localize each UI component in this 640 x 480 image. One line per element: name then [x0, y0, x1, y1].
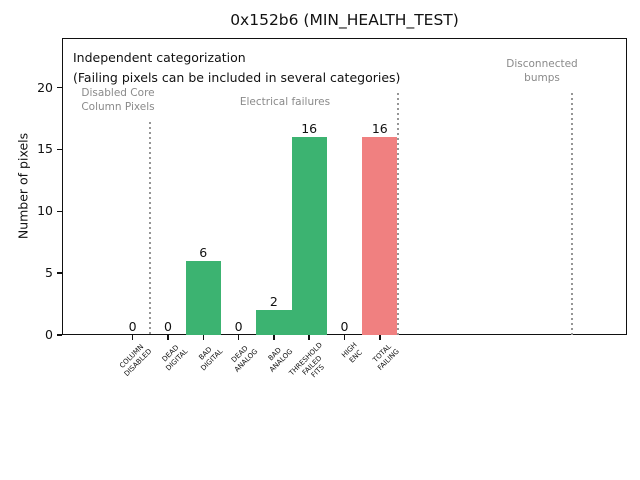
y-tick-mark	[57, 148, 62, 151]
x-tick-mark	[167, 335, 169, 340]
y-tick-label: 10	[37, 203, 53, 219]
bar-value-label: 0	[163, 319, 172, 334]
y-tick-mark	[57, 86, 62, 89]
bar-value-label: 0	[128, 319, 137, 334]
plot-area	[62, 38, 627, 335]
x-tick-mark	[202, 335, 204, 340]
bar-value-label: 2	[269, 294, 278, 310]
x-tick-mark	[273, 335, 275, 340]
multi-category-note: (Failing pixels can be included in sever…	[73, 70, 401, 85]
bar-value-label: 6	[199, 244, 208, 260]
x-tick-label: TOTAL FAILING	[371, 342, 401, 372]
chart-title: 0x152b6 (MIN_HEALTH_TEST)	[230, 11, 459, 29]
bar-value-label: 0	[234, 319, 243, 334]
section-divider	[396, 93, 399, 335]
y-tick-mark	[57, 272, 62, 274]
section-electrical-failures: Electrical failures	[239, 96, 331, 108]
y-tick-mark	[57, 210, 62, 212]
x-tick-mark	[379, 335, 381, 340]
y-tick-label: 15	[37, 141, 53, 157]
x-tick-mark	[237, 335, 240, 340]
x-tick-mark	[131, 335, 134, 340]
bar-value-label: 16	[301, 121, 318, 136]
bar-value-label: 0	[340, 319, 349, 334]
y-tick-label: 0	[45, 327, 53, 342]
section-divider	[149, 122, 151, 335]
x-tick-label: DEAD ANALOG	[230, 344, 260, 374]
bar	[291, 137, 327, 335]
x-tick-label: COLUMN DISABLED	[118, 342, 154, 378]
x-tick-label: THRESHOLD FAILED FITS	[287, 341, 326, 380]
y-tick-mark	[57, 334, 62, 336]
bar-value-label: 16	[371, 121, 388, 136]
y-tick-label: 20	[37, 79, 53, 95]
bar	[256, 310, 292, 335]
y-tick-label: 5	[45, 265, 53, 281]
x-tick-mark	[308, 335, 310, 340]
bar	[185, 260, 221, 335]
section-divider	[571, 93, 573, 335]
x-tick-mark	[343, 335, 346, 340]
x-tick-label: HIGH ENC	[340, 341, 364, 365]
independent-categorization-note: Independent categorization	[73, 50, 246, 65]
x-tick-label: BAD DIGITAL	[197, 345, 224, 373]
section-disabled-core: Disabled Core Column Pixels	[81, 87, 155, 113]
bar	[362, 137, 398, 335]
section-disconnected-bumps: Disconnected bumps	[506, 58, 578, 84]
x-tick-label: DEAD DIGITAL	[160, 343, 189, 373]
